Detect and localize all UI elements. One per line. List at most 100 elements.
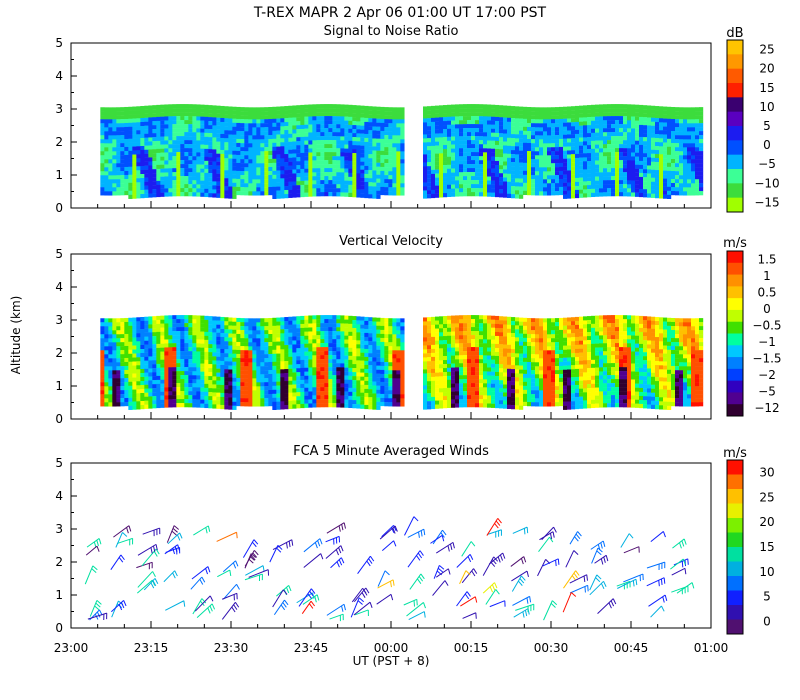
heatmap-cell [479,120,484,125]
heatmap-cell [124,393,129,399]
heatmap-cell [200,351,205,356]
heatmap-cell [360,189,365,194]
heatmap-cell [104,175,109,180]
heatmap-cell [368,393,373,398]
heatmap-cell [583,153,588,158]
heatmap-cell [136,126,141,131]
heatmap-cell [368,182,373,187]
heatmap-cell [188,395,193,400]
heatmap-cell [447,172,452,177]
heatmap-cell [160,176,165,181]
heatmap-cell [120,362,125,367]
heatmap-cell [447,124,452,129]
heatmap-cell [495,108,500,114]
heatmap-cell [296,316,301,321]
heatmap-cell [344,403,349,408]
heatmap-cell [228,341,233,346]
heatmap-cell [292,157,297,162]
heatmap-cell [224,341,229,346]
heatmap-cell [308,160,313,165]
heatmap-cell [328,192,333,197]
heatmap-cell [168,172,173,177]
heatmap-cell [288,372,293,377]
heatmap-cell [643,169,648,174]
heatmap-cell [563,106,568,111]
heatmap-cell [148,165,153,170]
heatmap-cell [172,323,177,328]
heatmap-cell [467,148,472,153]
heatmap-cell [208,332,213,337]
heatmap-cell [124,341,129,347]
heatmap-cell [667,106,672,111]
heatmap-cell [132,122,137,127]
heatmap-cell [312,172,317,177]
heatmap-cell [184,164,189,169]
heatmap-cell [100,131,105,136]
heatmap-cell [511,194,516,199]
heatmap-cell [360,352,365,357]
heatmap-cell [164,132,169,137]
heatmap-cell [639,156,644,162]
heatmap-cell [216,189,221,194]
heatmap-cell [487,108,492,113]
heatmap-cell [392,143,397,148]
heatmap-cell [336,331,341,336]
heatmap-cell [599,112,604,117]
heatmap-cell [328,112,333,117]
heatmap-cell [372,138,377,143]
heatmap-cell [168,108,173,113]
heatmap-cell [184,144,189,149]
heatmap-cell [140,356,145,362]
heatmap-cell [216,145,221,150]
heatmap-cell [479,160,484,165]
heatmap-cell [192,152,197,157]
heatmap-cell [248,402,253,407]
heatmap-cell [507,121,512,126]
heatmap-cell [559,182,564,188]
heatmap-cell [184,160,189,165]
heatmap-cell [423,178,428,183]
heatmap-cell [392,155,397,160]
heatmap-cell [443,161,448,166]
heatmap-cell [380,349,385,355]
heatmap-cell [136,405,141,410]
heatmap-cell [292,356,297,361]
heatmap-cell [527,127,532,132]
heatmap-cell [300,343,305,349]
heatmap-cell [328,156,333,161]
heatmap-cell [220,145,225,151]
heatmap-cell [651,153,656,158]
heatmap-cell [200,108,205,113]
heatmap-cell [431,125,436,131]
heatmap-cell [507,129,512,134]
heatmap-cell [104,115,109,120]
heatmap-cell [655,138,660,143]
heatmap-cell [236,389,241,395]
heatmap-cell [252,318,257,323]
heatmap-cell [128,194,133,199]
heatmap-cell [292,125,297,130]
heatmap-cell [188,327,193,332]
heatmap-cell [539,119,544,124]
heatmap-cell [320,379,325,384]
heatmap-cell [368,170,373,175]
heatmap-cell [140,121,145,127]
heatmap-cell [348,367,353,373]
heatmap-cell [224,389,229,394]
heatmap-cell [208,388,213,393]
heatmap-cell [316,399,321,404]
heatmap-cell [240,179,245,184]
heatmap-cell [248,143,253,148]
heatmap-cell [352,368,357,373]
heatmap-cell [495,144,500,150]
heatmap-cell [272,114,277,119]
heatmap-cell [252,358,257,363]
heatmap-cell [216,181,221,186]
heatmap-cell [427,186,432,191]
heatmap-cell [471,180,476,185]
heatmap-cell [148,332,153,337]
heatmap-cell [152,105,157,110]
heatmap-cell [308,339,313,344]
heatmap-cell [435,153,440,158]
heatmap-cell [184,116,189,121]
